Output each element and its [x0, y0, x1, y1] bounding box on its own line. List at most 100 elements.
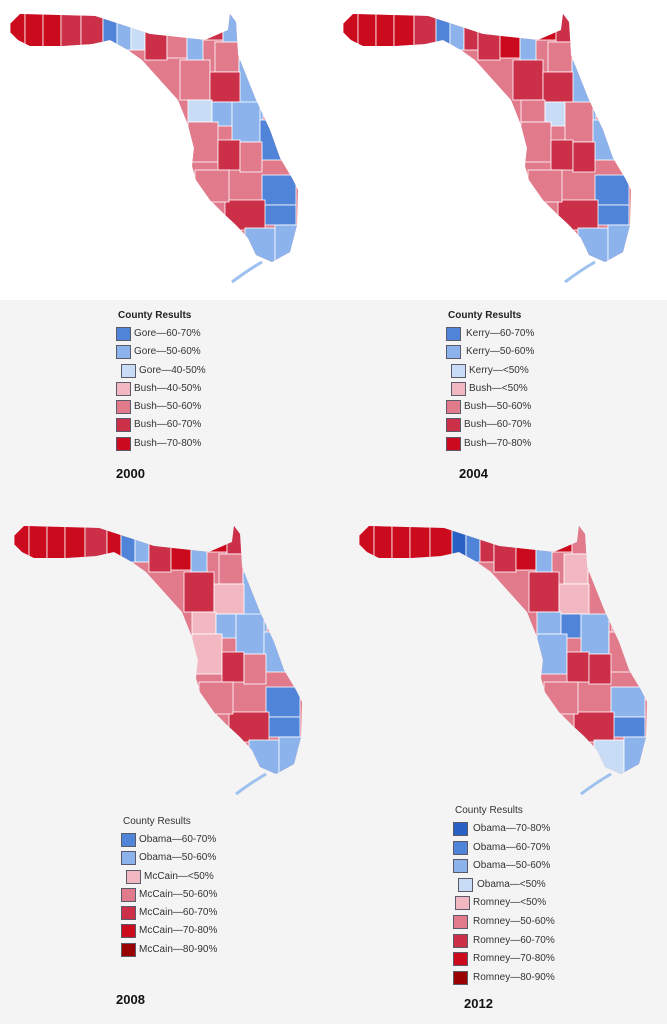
legend-item: Obama—60-70% — [121, 831, 216, 849]
legend-label: Gore—50-60% — [134, 346, 201, 358]
legend-2000: County Results Gore—60-70% Gore—50-60% Gor… — [116, 310, 206, 453]
legend-label: Bush—50-60% — [134, 401, 202, 413]
county-map — [14, 526, 302, 774]
legend-label: Romney—60-70% — [473, 934, 555, 946]
legend-swatch — [453, 859, 468, 874]
legend-item: Bush—<50% — [446, 380, 528, 398]
legend-item: Kerry—60-70% — [446, 325, 534, 343]
legend-item: Gore—60-70% — [116, 325, 201, 343]
legend-item: McCain—70-80% — [121, 922, 217, 940]
legend-label: Kerry—50-60% — [466, 346, 535, 358]
legend-label: Gore—60-70% — [134, 328, 201, 339]
legend-swatch — [446, 436, 461, 451]
legend-item: Kerry—<50% — [446, 362, 529, 380]
legend-swatch — [451, 363, 466, 378]
year-label-2008: 2008 — [116, 992, 145, 1007]
legend-title: County Results — [123, 816, 191, 827]
legend-label: Bush—<50% — [469, 382, 528, 394]
legend-swatch — [451, 381, 466, 396]
legend-label: Romney—<50% — [473, 897, 547, 909]
legend-item: Bush—60-70% — [446, 416, 531, 434]
year-label-2000: 2000 — [116, 466, 145, 481]
legend-swatch — [116, 418, 131, 433]
legend-item: Bush—50-60% — [116, 398, 201, 416]
legend-swatch — [453, 822, 468, 836]
county-map — [343, 14, 631, 262]
legend-item: Obama—50-60% — [121, 849, 216, 867]
legend-label: Bush—70-80% — [464, 437, 532, 449]
legend-item: Bush—40-50% — [116, 380, 201, 398]
legend-label: Kerry—60-70% — [466, 328, 535, 339]
legend-label: Obama—50-60% — [473, 860, 551, 872]
legend-label: Obama—70-80% — [473, 823, 551, 834]
legend-swatch — [121, 851, 136, 866]
florida-map-2012 — [359, 526, 647, 796]
legend-label: Gore—40-50% — [139, 364, 206, 376]
legend-item: Bush—70-80% — [446, 435, 531, 453]
legend-item: Obama—70-80% — [453, 820, 550, 839]
legend-label: Bush—70-80% — [134, 437, 202, 449]
legend-item: McCain—80-90% — [121, 941, 217, 959]
legend-item: McCain—50-60% — [121, 886, 217, 904]
panel-2004: County Results Kerry—60-70% Kerry—50-60% K… — [333, 0, 666, 512]
legend-title: County Results — [118, 310, 192, 321]
legend-swatch — [116, 381, 131, 396]
legend-label: McCain—80-90% — [139, 943, 218, 955]
legend-item: Obama—<50% — [453, 876, 546, 895]
legend-swatch — [121, 887, 136, 902]
legend-item: Obama—50-60% — [453, 857, 550, 876]
legend-item: Kerry—50-60% — [446, 343, 534, 361]
legend-label: Obama—60-70% — [473, 841, 551, 853]
legend-item: Gore—50-60% — [116, 343, 201, 361]
legend-swatch — [453, 952, 468, 967]
legend-item: McCain—60-70% — [121, 904, 217, 922]
legend-label: Bush—40-50% — [134, 382, 202, 394]
legend-item: Bush—60-70% — [116, 416, 201, 434]
legend-item: Romney—70-80% — [453, 950, 555, 969]
florida-map-2000 — [10, 14, 298, 284]
legend-label: Romney—70-80% — [473, 953, 555, 965]
legend-label: Bush—50-60% — [464, 401, 532, 413]
panel-2008: County Results Obama—60-70% Obama—50-60% M… — [0, 512, 333, 1024]
legend-title: County Results — [455, 805, 523, 816]
panel-2000: County Results Gore—60-70% Gore—50-60% Gor… — [0, 0, 333, 512]
legend-swatch — [458, 877, 473, 892]
legend-item: Bush—50-60% — [446, 398, 531, 416]
year-label-2012: 2012 — [464, 996, 493, 1011]
florida-keys — [231, 260, 263, 284]
legend-swatch — [121, 833, 136, 847]
county-map — [10, 14, 298, 262]
legend-label: Romney—80-90% — [473, 971, 555, 983]
legend-label: Obama—50-60% — [139, 852, 217, 864]
legend-2012: County Results Obama—70-80% Obama—60-70% O… — [453, 805, 555, 988]
legend-label: Obama—<50% — [477, 878, 546, 890]
legend-item: Romney—<50% — [453, 894, 546, 913]
panel-2012: County Results Obama—70-80% Obama—60-70% O… — [333, 512, 666, 1024]
legend-label: McCain—70-80% — [139, 925, 218, 937]
legend-item: Obama—60-70% — [453, 839, 550, 858]
legend-swatch — [121, 924, 136, 939]
legend-item: Romney—80-90% — [453, 969, 555, 988]
legend-label: Bush—60-70% — [134, 419, 202, 431]
legend-item: Romney—50-60% — [453, 913, 555, 932]
legend-2004: County Results Kerry—60-70% Kerry—50-60% K… — [446, 310, 534, 453]
legend-swatch — [453, 933, 468, 948]
legend-swatch — [453, 970, 468, 985]
legend-item: Bush—70-80% — [116, 435, 201, 453]
legend-swatch — [453, 840, 468, 855]
legend-label: Romney—50-60% — [473, 915, 555, 927]
legend-swatch — [121, 363, 136, 378]
legend-item: McCain—<50% — [121, 868, 214, 886]
legend-swatch — [121, 906, 136, 921]
florida-map-2008 — [14, 526, 302, 796]
legend-label: McCain—60-70% — [139, 907, 218, 919]
county-map — [359, 526, 647, 774]
legend-swatch — [453, 914, 468, 929]
legend-swatch — [446, 400, 461, 415]
legend-swatch — [121, 942, 136, 957]
legend-label: Obama—60-70% — [139, 834, 217, 845]
florida-keys — [580, 772, 612, 796]
legend-2008: County Results Obama—60-70% Obama—50-60% M… — [121, 816, 217, 959]
legend-item: Romney—60-70% — [453, 932, 555, 951]
legend-swatch — [446, 418, 461, 433]
